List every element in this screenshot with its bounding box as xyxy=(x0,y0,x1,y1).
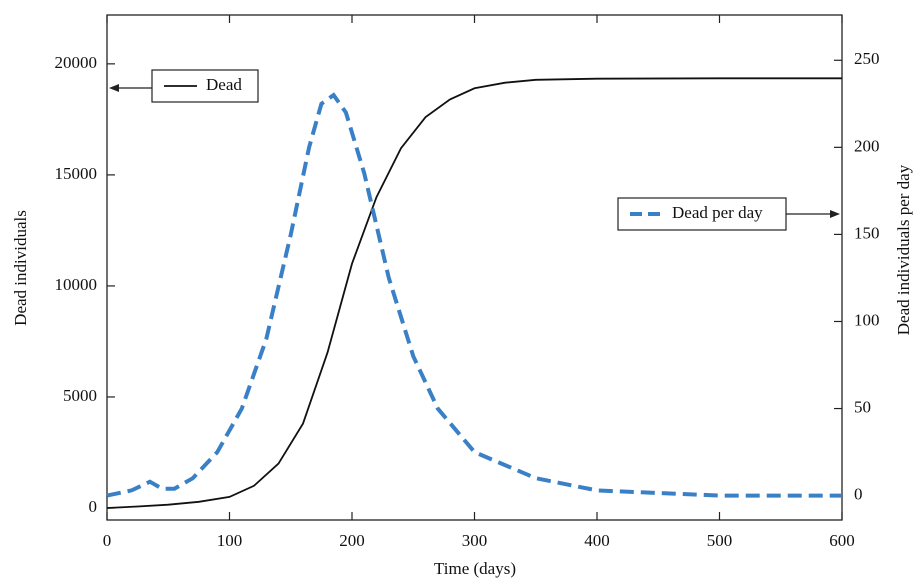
x-tick-label: 400 xyxy=(584,531,610,550)
line xyxy=(106,77,842,509)
y-tick-label: 10000 xyxy=(55,275,98,294)
y2-tick-label: 250 xyxy=(854,49,880,68)
legend-box xyxy=(617,197,787,231)
x-tick-label: 500 xyxy=(707,531,733,550)
y2-tick-label: 0 xyxy=(854,485,863,504)
line xyxy=(106,92,842,498)
x-tick-label: 100 xyxy=(217,531,243,550)
y2-tick-label: 100 xyxy=(854,310,880,329)
legend-arrowhead xyxy=(109,84,119,92)
y2-tick-label: 200 xyxy=(854,136,880,155)
x-tick-label: 0 xyxy=(103,531,112,550)
x-tick-label: 200 xyxy=(339,531,365,550)
x-axis-label: Time (days) xyxy=(434,559,516,578)
y2-axis-label: Dead individuals per day xyxy=(894,164,913,335)
x-tick-label: 300 xyxy=(462,531,488,550)
legend-label: Dead xyxy=(206,75,242,94)
legend-label: Dead per day xyxy=(672,203,763,222)
y-tick-label: 5000 xyxy=(63,386,97,405)
y-tick-label: 15000 xyxy=(55,164,98,183)
x-tick-label: 600 xyxy=(829,531,855,550)
y-tick-label: 20000 xyxy=(55,53,98,72)
y-axis-label: Dead individuals xyxy=(11,210,30,326)
y-tick-label: 0 xyxy=(89,497,98,516)
y2-tick-label: 50 xyxy=(854,397,871,416)
legend-arrowhead xyxy=(830,210,840,218)
y2-tick-label: 150 xyxy=(854,223,880,242)
